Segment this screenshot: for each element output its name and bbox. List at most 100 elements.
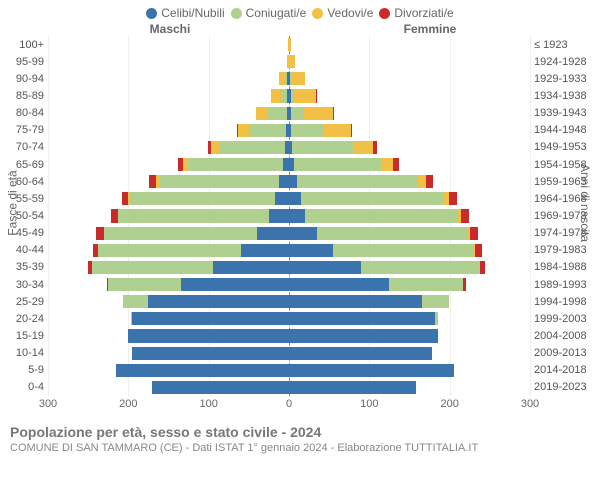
bar-segment xyxy=(373,141,377,154)
bar-male xyxy=(0,192,289,205)
bar-male xyxy=(0,209,289,222)
bar-segment xyxy=(291,107,303,120)
bar-segment xyxy=(249,124,286,137)
x-axis: 3002001000100200300 xyxy=(48,396,530,416)
bar-segment xyxy=(275,192,289,205)
bar-female xyxy=(289,261,600,274)
legend-swatch xyxy=(231,8,242,19)
bar-male xyxy=(0,107,289,120)
bar-segment xyxy=(279,175,289,188)
bar-male xyxy=(0,295,289,308)
bar-segment xyxy=(291,72,305,85)
plot-area: 3002001000100200300 xyxy=(48,36,530,416)
bar-segment xyxy=(148,295,289,308)
bar-female xyxy=(289,107,600,120)
bar-segment xyxy=(241,244,289,257)
bar-female xyxy=(289,381,600,394)
bar-segment xyxy=(289,55,295,68)
bar-male xyxy=(0,347,289,360)
bar-segment xyxy=(289,192,301,205)
bar-rows xyxy=(48,36,530,396)
bar-segment xyxy=(257,227,289,240)
bar-segment xyxy=(289,227,317,240)
bar-male xyxy=(0,227,289,240)
x-tick: 300 xyxy=(521,398,539,410)
bar-female xyxy=(289,72,600,85)
bar-segment xyxy=(294,89,316,102)
bar-segment xyxy=(289,261,361,274)
bar-male xyxy=(0,89,289,102)
bar-segment xyxy=(98,244,241,257)
bar-segment xyxy=(316,89,317,102)
bar-female xyxy=(289,124,600,137)
bar-segment xyxy=(303,107,334,120)
bar-female xyxy=(289,227,600,240)
population-pyramid: Fasce di età Anni di nascita 100+95-9990… xyxy=(0,36,600,416)
bar-male xyxy=(0,141,289,154)
bar-male xyxy=(0,312,289,325)
bar-segment xyxy=(289,175,297,188)
bar-segment xyxy=(181,278,289,291)
bar-segment xyxy=(381,158,394,171)
bar-female xyxy=(289,175,600,188)
bar-segment xyxy=(463,278,465,291)
bar-segment xyxy=(130,192,275,205)
legend-label: Coniugati/e xyxy=(246,6,307,20)
bar-segment xyxy=(389,278,463,291)
bar-segment xyxy=(238,124,249,137)
bar-male xyxy=(0,158,289,171)
chart-subtitle: COMUNE DI SAN TAMMARO (CE) - Dati ISTAT … xyxy=(10,440,590,454)
bar-segment xyxy=(219,141,285,154)
bar-segment xyxy=(96,227,104,240)
bar-female xyxy=(289,278,600,291)
bar-segment xyxy=(361,261,480,274)
bar-segment xyxy=(333,107,334,120)
bar-segment xyxy=(211,141,219,154)
bar-male xyxy=(0,261,289,274)
bar-segment xyxy=(289,295,422,308)
legend-label: Divorziati/e xyxy=(394,6,453,20)
bar-male xyxy=(0,244,289,257)
bar-segment xyxy=(291,124,323,137)
pyramid-row xyxy=(48,207,530,224)
bar-female xyxy=(289,244,600,257)
bar-segment xyxy=(353,141,372,154)
x-tick: 0 xyxy=(286,398,292,410)
bar-segment xyxy=(269,209,289,222)
bar-segment xyxy=(188,158,283,171)
bar-segment xyxy=(289,312,435,325)
chart-footer: Popolazione per età, sesso e stato civil… xyxy=(0,416,600,454)
bar-segment xyxy=(317,227,468,240)
pyramid-row xyxy=(48,105,530,122)
bar-segment xyxy=(333,244,474,257)
pyramid-row xyxy=(48,327,530,344)
bar-segment xyxy=(256,107,267,120)
bar-segment xyxy=(271,89,281,102)
pyramid-row xyxy=(48,190,530,207)
x-tick: 100 xyxy=(199,398,217,410)
pyramid-row xyxy=(48,53,530,70)
bar-segment xyxy=(132,347,289,360)
bar-segment xyxy=(289,329,438,342)
bar-female xyxy=(289,312,600,325)
bar-segment xyxy=(132,312,289,325)
pyramid-row xyxy=(48,242,530,259)
pyramid-row xyxy=(48,139,530,156)
pyramid-row xyxy=(48,276,530,293)
bar-female xyxy=(289,55,600,68)
bar-segment xyxy=(213,261,289,274)
bar-segment xyxy=(305,209,458,222)
legend-swatch xyxy=(146,8,157,19)
pyramid-row xyxy=(48,379,530,396)
pyramid-row xyxy=(48,122,530,139)
legend-item: Divorziati/e xyxy=(379,6,453,20)
bar-female xyxy=(289,347,600,360)
legend-label: Vedovi/e xyxy=(327,6,373,20)
bar-segment xyxy=(152,381,289,394)
legend: Celibi/NubiliConiugati/eVedovi/eDivorzia… xyxy=(0,0,600,22)
bar-segment xyxy=(92,261,213,274)
bar-segment xyxy=(289,209,305,222)
chart-title: Popolazione per età, sesso e stato civil… xyxy=(10,424,590,440)
bar-male xyxy=(0,278,289,291)
pyramid-row xyxy=(48,173,530,190)
